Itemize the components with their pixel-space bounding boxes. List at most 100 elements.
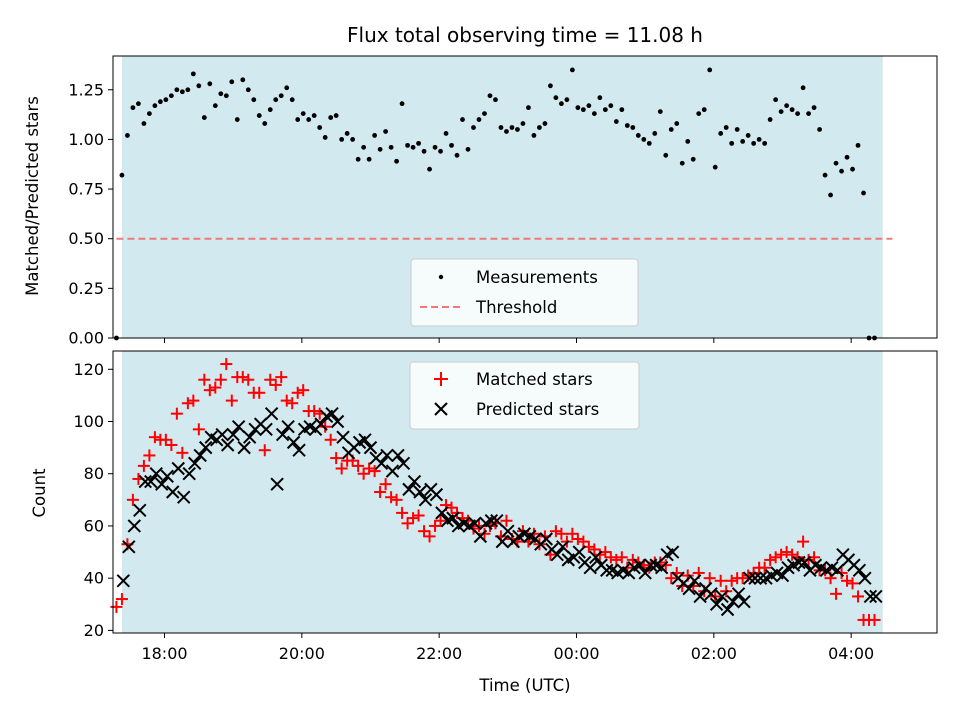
measurement-point (685, 138, 691, 144)
predicted-stars-point (682, 581, 696, 596)
measurement-point (388, 144, 394, 150)
matched-stars-point (610, 553, 623, 566)
measurement-point (586, 103, 592, 109)
measurement-point (537, 125, 542, 130)
measurement-point (548, 83, 553, 89)
bottom-series-layer (110, 358, 883, 626)
top-plot-frame (112, 55, 938, 339)
predicted-stars-point (869, 589, 883, 604)
predicted-stars-point (380, 448, 394, 463)
measurement-point (152, 103, 158, 109)
predicted-stars-point (286, 435, 301, 450)
predicted-stars-point (418, 493, 433, 507)
x-tick-label: 04:00 (828, 644, 874, 663)
matched-stars-point (385, 491, 398, 504)
measurement-point (828, 192, 833, 198)
predicted-stars-point (396, 456, 411, 470)
matched-stars-point (181, 397, 194, 410)
matched-stars-point (500, 514, 513, 527)
matched-stars-point (126, 493, 139, 506)
measurement-point (355, 156, 361, 162)
measurement-point (284, 85, 290, 91)
matched-stars-point (478, 527, 491, 540)
measurement-point (531, 133, 537, 138)
measurement-point (443, 131, 449, 136)
measurement-point (526, 105, 531, 111)
predicted-stars-point (484, 514, 499, 528)
matched-stars-point (148, 431, 161, 444)
measurement-point (168, 93, 174, 99)
measurement-point (756, 137, 762, 142)
measurement-point (833, 160, 839, 166)
predicted-stars-point (638, 566, 652, 580)
measurement-point (542, 121, 548, 126)
matched-stars-point (143, 449, 156, 462)
measurement-point (817, 127, 822, 132)
predicted-stars-point (231, 420, 246, 434)
measurement-point (718, 131, 724, 136)
predicted-stars-point (391, 448, 405, 463)
top-series-layer (114, 67, 893, 341)
measurement-point (476, 117, 482, 122)
measurement-point (515, 127, 520, 132)
measurement-point (751, 140, 757, 146)
matched-stars-point (225, 394, 238, 407)
matched-stars-point (280, 394, 293, 407)
predicted-stars-point (665, 545, 680, 559)
bottom-y-axis-ticks: 20 40 60 80 100 120 (73, 360, 113, 640)
matched-stars-point (769, 551, 782, 564)
predicted-stars-point (490, 514, 504, 528)
predicted-stars-point (402, 482, 416, 497)
predicted-stars-point (336, 430, 350, 444)
legend-predicted-marker (434, 402, 448, 416)
measurement-point (339, 137, 345, 142)
y-tick-label: 1.25 (68, 80, 104, 99)
measurement-point (383, 129, 389, 134)
matched-stars-point (703, 572, 716, 585)
matched-stars-point (324, 433, 337, 446)
matched-stars-point (802, 553, 815, 566)
y-tick-label: 40 (84, 569, 104, 588)
matched-stars-point (736, 572, 749, 585)
measurement-point (163, 97, 169, 103)
matched-stars-point (665, 572, 678, 585)
matched-stars-point (198, 373, 211, 386)
matched-stars-point (170, 407, 183, 420)
predicted-stars-point (330, 414, 345, 429)
measurement-point (361, 144, 367, 150)
predicted-stars-point (704, 587, 718, 601)
measurement-point (465, 146, 471, 152)
measurement-point (190, 71, 196, 77)
predicted-stars-point (259, 422, 273, 437)
predicted-stars-point (215, 427, 229, 442)
measurement-point (729, 140, 735, 146)
predicted-stars-point (116, 574, 131, 588)
matched-stars-point (841, 574, 854, 587)
measurement-point (795, 111, 801, 116)
matched-stars-point (291, 386, 304, 399)
predicted-stars-point (122, 540, 136, 554)
measurement-point (723, 125, 729, 130)
bottom-x-axis-ticks: 18:00 20:00 22:00 00:00 02:00 04:00 (141, 633, 874, 663)
matched-stars-point (209, 381, 222, 394)
measurement-point (564, 97, 570, 103)
top-y-axis-label: Matched/Predicted stars (23, 96, 42, 296)
matched-stars-point (659, 559, 672, 572)
predicted-stars-point (182, 467, 196, 481)
x-tick-label: 20:00 (279, 644, 325, 663)
measurement-point (427, 166, 432, 172)
predicted-stars-point (589, 550, 603, 564)
measurement-point (569, 67, 575, 73)
measurement-point (460, 117, 465, 122)
measurement-point (218, 91, 224, 97)
y-tick-label: 1.00 (68, 130, 104, 149)
measurement-point (800, 85, 806, 91)
measurement-point (558, 101, 564, 107)
measurement-point (251, 97, 257, 103)
matched-stars-point (115, 593, 128, 606)
measurement-point (300, 111, 306, 116)
predicted-stars-point (144, 474, 158, 489)
matched-stars-point (615, 551, 628, 564)
measurement-point (322, 135, 328, 140)
x-tick-label: 22:00 (416, 644, 462, 663)
